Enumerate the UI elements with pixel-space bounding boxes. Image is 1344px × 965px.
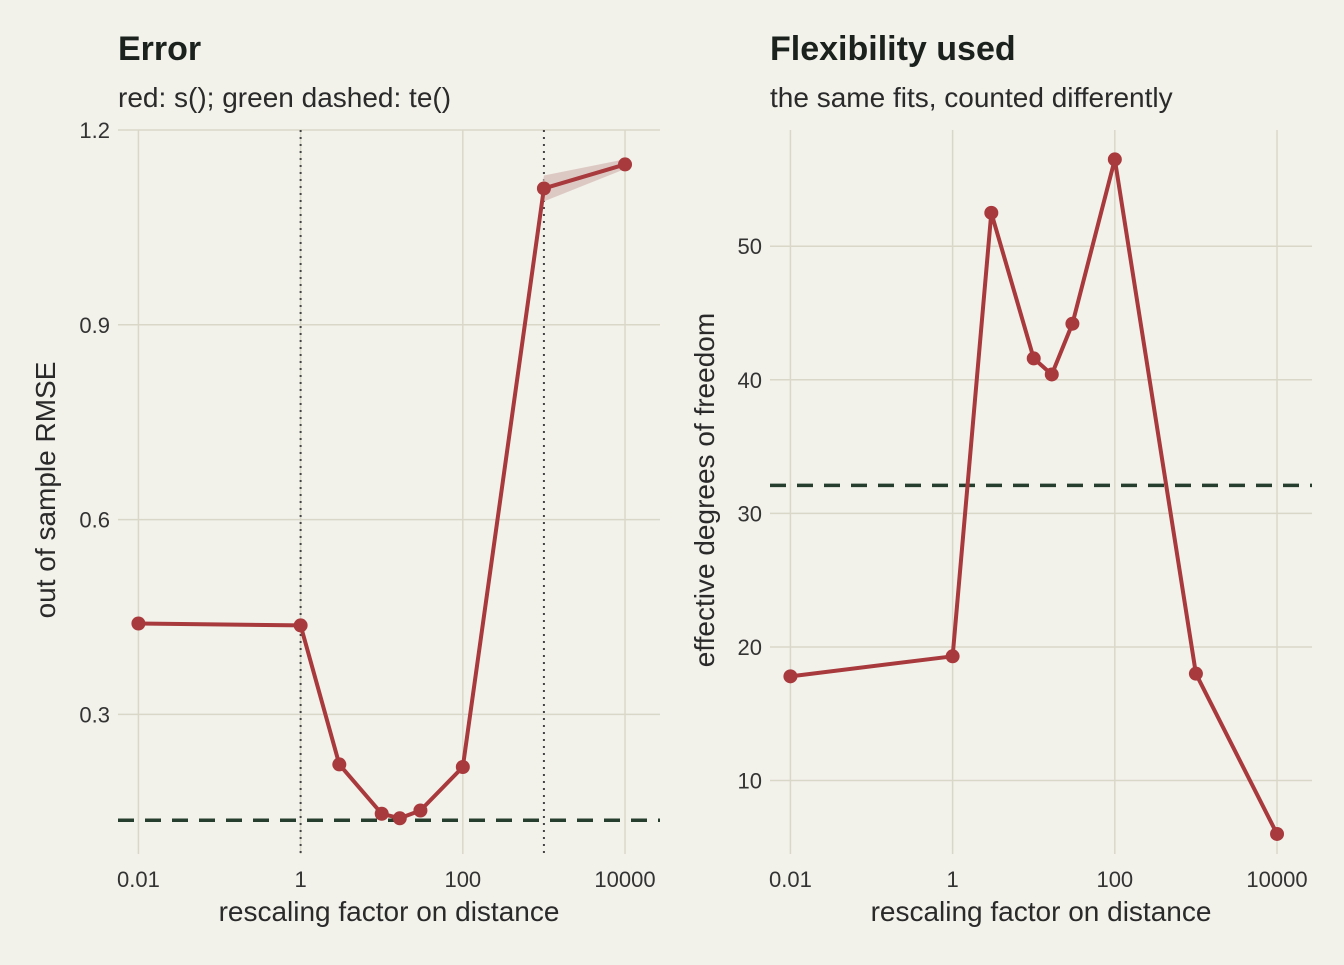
panel-title: Error: [118, 30, 201, 68]
x-tick-label: 1: [946, 867, 958, 892]
y-tick-label: 0.9: [79, 313, 110, 338]
y-tick-label: 0.6: [79, 508, 110, 533]
y-tick-label: 1.2: [79, 118, 110, 143]
x-tick-label: 100: [444, 867, 481, 892]
data-point: [1044, 367, 1059, 382]
series-line: [138, 162, 626, 821]
series: [783, 152, 1285, 841]
y-axis-label: effective degrees of freedom: [689, 313, 720, 667]
grid: [118, 129, 660, 854]
data-point: [332, 757, 347, 772]
data-point: [783, 669, 798, 684]
x-tick-label: 100: [1096, 867, 1133, 892]
x-axis-label: rescaling factor on distance: [871, 896, 1212, 927]
panel-subtitle: the same fits, counted differently: [770, 82, 1173, 113]
y-tick-label: 20: [738, 635, 762, 660]
panel-title: Flexibility used: [770, 30, 1016, 68]
y-tick-label: 10: [738, 769, 762, 794]
y-axis-ticks: 10 20 30 40 50: [738, 234, 762, 793]
y-axis-label: out of sample RMSE: [30, 362, 61, 619]
flexibility-panel: Flexibility used the same fits, counted …: [689, 30, 1312, 927]
x-axis-label: rescaling factor on distance: [219, 896, 560, 927]
data-point: [392, 811, 407, 826]
data-point: [945, 649, 960, 664]
y-tick-label: 0.3: [79, 702, 110, 727]
y-tick-label: 50: [738, 234, 762, 259]
y-axis-ticks: 0.3 0.6 0.9 1.2: [79, 118, 110, 727]
data-point: [536, 181, 551, 196]
data-point: [131, 616, 146, 631]
data-point: [455, 759, 470, 774]
data-point: [984, 205, 999, 220]
y-tick-label: 40: [738, 368, 762, 393]
data-point: [413, 803, 428, 818]
x-axis-ticks: 0.01 1 100 10000: [769, 867, 1308, 892]
data-point: [618, 157, 633, 172]
grid: [770, 130, 1312, 854]
x-tick-label: 10000: [1246, 867, 1307, 892]
x-tick-label: 0.01: [117, 867, 160, 892]
reference-lines: [118, 130, 660, 854]
x-tick-label: 0.01: [769, 867, 812, 892]
data-point: [374, 806, 389, 821]
data-point: [293, 618, 308, 633]
error-panel: Error red: s(); green dashed: te() 0.01 1…: [30, 30, 660, 927]
data-point: [1270, 826, 1285, 841]
series: [131, 157, 633, 826]
x-axis-ticks: 0.01 1 100 10000: [117, 867, 656, 892]
series-line: [790, 157, 1279, 835]
y-tick-label: 30: [738, 501, 762, 526]
data-point: [1188, 666, 1203, 681]
confidence-ribbon: [138, 159, 626, 819]
data-point: [1026, 351, 1041, 366]
uncertainty-band: [138, 159, 626, 819]
data-point: [1107, 152, 1122, 167]
x-tick-label: 10000: [594, 867, 655, 892]
data-point: [1065, 316, 1080, 331]
x-tick-label: 1: [294, 867, 306, 892]
panel-subtitle: red: s(); green dashed: te(): [118, 82, 451, 113]
